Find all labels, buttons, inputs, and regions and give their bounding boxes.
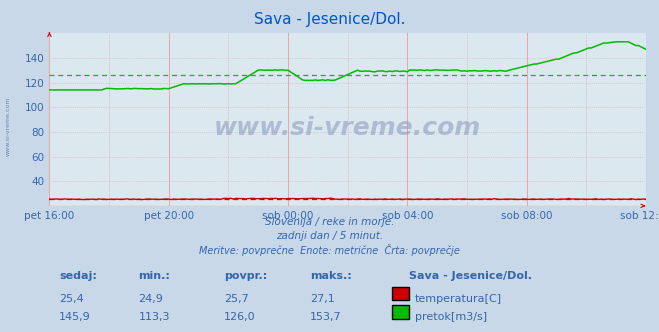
Text: maks.:: maks.: bbox=[310, 271, 351, 281]
Text: Sava - Jesenice/Dol.: Sava - Jesenice/Dol. bbox=[409, 271, 532, 281]
Text: 126,0: 126,0 bbox=[224, 312, 256, 322]
Text: 25,7: 25,7 bbox=[224, 294, 249, 304]
Text: 25,4: 25,4 bbox=[59, 294, 84, 304]
Text: www.si-vreme.com: www.si-vreme.com bbox=[214, 116, 481, 140]
Text: povpr.:: povpr.: bbox=[224, 271, 268, 281]
Text: zadnji dan / 5 minut.: zadnji dan / 5 minut. bbox=[276, 231, 383, 241]
Text: 27,1: 27,1 bbox=[310, 294, 335, 304]
Text: Meritve: povprečne  Enote: metrične  Črta: povprečje: Meritve: povprečne Enote: metrične Črta:… bbox=[199, 244, 460, 256]
Text: 145,9: 145,9 bbox=[59, 312, 91, 322]
Text: 153,7: 153,7 bbox=[310, 312, 341, 322]
Text: min.:: min.: bbox=[138, 271, 170, 281]
Text: www.si-vreme.com: www.si-vreme.com bbox=[5, 96, 11, 156]
Text: pretok[m3/s]: pretok[m3/s] bbox=[415, 312, 487, 322]
Text: 24,9: 24,9 bbox=[138, 294, 163, 304]
Text: Sava - Jesenice/Dol.: Sava - Jesenice/Dol. bbox=[254, 12, 405, 27]
Text: temperatura[C]: temperatura[C] bbox=[415, 294, 502, 304]
Text: Slovenija / reke in morje.: Slovenija / reke in morje. bbox=[265, 217, 394, 227]
Text: 113,3: 113,3 bbox=[138, 312, 170, 322]
Text: sedaj:: sedaj: bbox=[59, 271, 97, 281]
